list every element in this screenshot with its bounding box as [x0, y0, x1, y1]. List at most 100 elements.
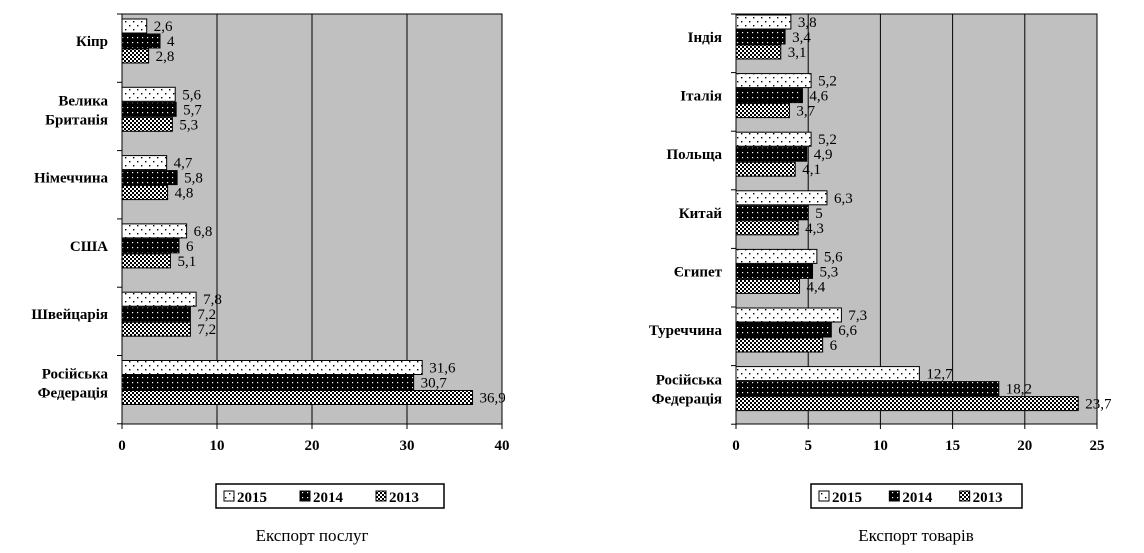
- bar-2014-1: [735, 29, 786, 45]
- data-label-2014: 30,7: [421, 376, 448, 392]
- legend-label-2013: 2013: [973, 490, 1003, 506]
- legend-swatch-2014: [299, 490, 311, 502]
- category-label: Єгипет: [674, 264, 723, 280]
- category-label-line: Велика: [58, 93, 108, 109]
- category-label: Швейцарія: [31, 307, 108, 323]
- data-label-2015: 5,2: [818, 132, 837, 148]
- category-label-line: Індія: [688, 30, 722, 46]
- data-label-2014: 4,6: [809, 89, 828, 105]
- data-label-2013: 4,3: [805, 221, 824, 237]
- bar-2013-2: [121, 116, 173, 132]
- bar-2014-3: [735, 146, 808, 162]
- legend-swatch-2013: [959, 490, 971, 502]
- bar-2013-5: [121, 321, 191, 337]
- bar-2015-1: [735, 14, 792, 30]
- data-label-2014: 4: [167, 34, 175, 50]
- legend-label-2013: 2013: [389, 490, 419, 506]
- data-label-2014: 7,2: [197, 307, 216, 323]
- bar-2013-1: [121, 48, 150, 64]
- bar-2014-4: [121, 238, 180, 254]
- x-tick-label: 25: [1090, 438, 1105, 454]
- category-label: США: [70, 239, 108, 255]
- data-label-2013: 6: [830, 338, 838, 354]
- data-label-2015: 3,8: [798, 15, 817, 31]
- bar-2014-1: [121, 33, 161, 49]
- x-tick-label: 0: [118, 438, 126, 454]
- data-label-2014: 3,4: [792, 30, 811, 46]
- category-label-line: Італія: [680, 89, 722, 105]
- category-label-line: Єгипет: [674, 264, 723, 280]
- data-label-2014: 6: [186, 239, 194, 255]
- data-label-2014: 5,7: [183, 102, 202, 118]
- bar-2013-7: [735, 396, 1079, 412]
- category-label-line: США: [70, 239, 108, 255]
- data-label-2013: 3,1: [788, 45, 807, 61]
- category-label: Італія: [680, 89, 722, 105]
- bar-2015-1: [121, 18, 148, 34]
- category-label-line: Російська: [656, 373, 723, 389]
- category-label: Російська Федерація: [38, 367, 109, 402]
- data-label-2015: 2,6: [154, 19, 173, 35]
- data-label-2013: 5,3: [179, 117, 198, 133]
- bar-2014-6: [735, 322, 832, 338]
- bar-2015-4: [735, 190, 828, 206]
- category-label: Німеччина: [34, 171, 109, 187]
- bar-2015-3: [121, 155, 168, 171]
- data-label-2014: 6,6: [838, 323, 857, 339]
- data-label-2015: 6,3: [834, 191, 853, 207]
- bar-2014-7: [735, 381, 1000, 397]
- category-label-line: Китай: [679, 206, 723, 222]
- x-tick-label: 20: [1017, 438, 1032, 454]
- bar-2013-1: [735, 44, 782, 60]
- data-label-2015: 31,6: [429, 361, 456, 377]
- bar-2014-2: [121, 101, 177, 117]
- bar-2015-6: [121, 360, 423, 375]
- x-tick-label: 15: [945, 438, 960, 454]
- legend-swatch-2015: [818, 490, 830, 502]
- data-label-2015: 5,6: [824, 249, 843, 265]
- data-label-2013: 3,7: [796, 104, 815, 120]
- chart-caption: Експорт товарів: [858, 526, 974, 545]
- data-label-2013: 4,1: [802, 162, 821, 178]
- data-label-2013: 23,7: [1085, 397, 1112, 413]
- data-label-2013: 5,1: [177, 254, 196, 270]
- category-label-line: Польща: [667, 147, 723, 163]
- bar-2013-5: [735, 278, 801, 294]
- bar-2014-4: [735, 205, 809, 221]
- category-label-line: Російська: [42, 367, 109, 383]
- bar-2015-2: [121, 86, 176, 102]
- data-label-2013: 4,8: [175, 186, 194, 202]
- bar-2013-6: [121, 390, 474, 405]
- bar-2013-2: [735, 103, 790, 119]
- x-tick-label: 0: [732, 438, 740, 454]
- category-label: Китай: [679, 206, 723, 222]
- data-label-2014: 5,3: [820, 264, 839, 280]
- legend-swatch-2015: [223, 490, 235, 502]
- bar-2014-5: [735, 263, 814, 279]
- category-label: Російська Федерація: [652, 373, 723, 408]
- data-label-2015: 4,7: [174, 156, 193, 172]
- legend-label-2014: 2014: [313, 490, 344, 506]
- category-label: Польща: [667, 147, 723, 163]
- data-label-2013: 2,8: [156, 49, 175, 65]
- category-label-line: Кіпр: [76, 34, 108, 50]
- bar-2015-3: [735, 131, 812, 147]
- data-label-2015: 12,7: [926, 367, 953, 383]
- legend-box: [215, 483, 445, 509]
- goods-export-chart: 0 5 10 15 20 253,83,43,1Індія5,24,63,7Італія5…: [649, 13, 1112, 545]
- category-label-line: Туреччина: [649, 323, 723, 339]
- bar-2013-4: [121, 253, 171, 269]
- legend-label-2015: 2015: [832, 490, 862, 506]
- x-tick-label: 5: [804, 438, 812, 454]
- legend-label-2014: 2014: [902, 490, 933, 506]
- x-tick-label: 20: [305, 438, 320, 454]
- bar-2015-7: [735, 366, 920, 382]
- legend-label-2015: 2015: [237, 490, 267, 506]
- bar-2015-2: [735, 73, 812, 89]
- category-label-line: Британія: [45, 112, 108, 128]
- data-label-2014: 4,9: [814, 147, 833, 163]
- services-export-chart: 0 10 20 30 40 2,642,8 Кіпр 5,65,75,3 Велика Брита…: [31, 13, 510, 545]
- data-label-2015: 5,6: [182, 87, 201, 103]
- bar-2013-6: [735, 337, 824, 353]
